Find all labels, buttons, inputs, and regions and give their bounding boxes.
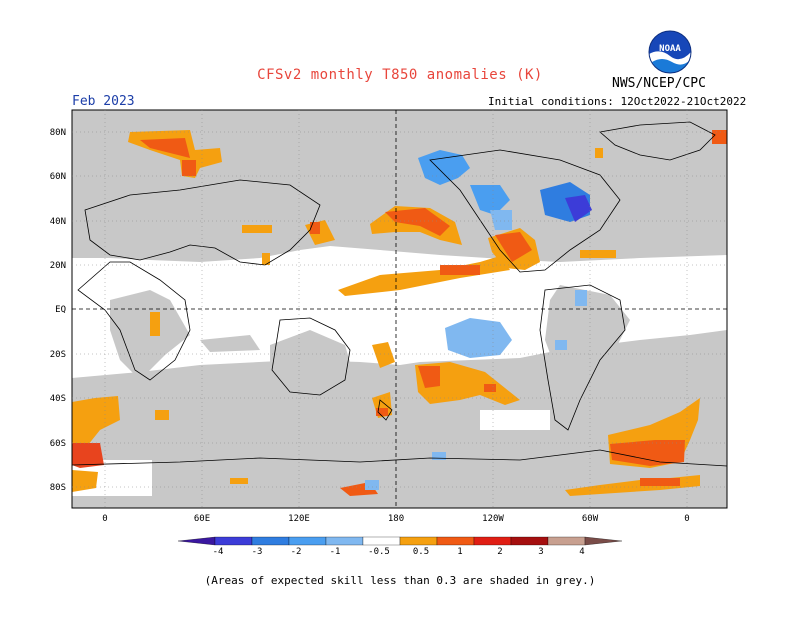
grey-mask-regions xyxy=(72,110,727,508)
lat-label: 80N xyxy=(50,128,66,138)
colorbar-cells xyxy=(177,536,623,546)
noaa-logo-text: NOAA xyxy=(659,44,681,54)
map-title: CFSv2 monthly T850 anomalies (K) xyxy=(257,67,543,83)
colorbar-label: 3 xyxy=(538,547,543,557)
colorbar-cell xyxy=(436,536,475,546)
warm-anomaly-regions xyxy=(72,130,727,496)
longitude-labels: 0 60E 120E 180 120W 60W 0 xyxy=(102,514,689,524)
colorbar-cell xyxy=(325,536,364,546)
colorbar-cell xyxy=(288,536,327,546)
lon-label: 180 xyxy=(388,514,404,524)
colorbar-label: 2 xyxy=(497,547,502,557)
lat-label: EQ xyxy=(55,305,66,315)
colorbar-label: -0.5 xyxy=(368,547,390,557)
colorbar-label: 1 xyxy=(457,547,462,557)
lon-label: 60W xyxy=(582,514,599,524)
lat-label: 80S xyxy=(50,483,66,493)
colorbar-labels: -4 -3 -2 -1 -0.5 0.5 1 2 3 4 xyxy=(213,547,585,557)
lat-label: 40S xyxy=(50,394,66,404)
colorbar-label: -4 xyxy=(213,547,224,557)
colorbar-cell xyxy=(584,536,623,546)
forecast-month: Feb 2023 xyxy=(72,94,135,109)
lon-label: 60E xyxy=(194,514,210,524)
colorbar-label: -2 xyxy=(291,547,302,557)
colorbar-cell xyxy=(251,536,290,546)
colorbar-cell xyxy=(214,536,253,546)
colorbar-cell xyxy=(510,536,549,546)
initial-conditions: Initial conditions: 12Oct2022-21Oct2022 xyxy=(488,95,747,108)
lat-label: 20N xyxy=(50,261,66,271)
lon-label: 120E xyxy=(288,514,310,524)
colorbar-cell xyxy=(547,536,586,546)
colorbar-cell xyxy=(399,536,438,546)
coastlines xyxy=(71,121,728,467)
lat-label: 20S xyxy=(50,350,66,360)
colorbar-cell xyxy=(177,536,216,546)
agency-label: NWS/NCEP/CPC xyxy=(612,76,706,91)
colorbar: -4 -3 -2 -1 -0.5 0.5 1 2 3 4 xyxy=(177,536,623,557)
lon-label: 0 xyxy=(684,514,689,524)
colorbar-label: -3 xyxy=(252,547,263,557)
lat-label: 60N xyxy=(50,172,66,182)
colorbar-label: 4 xyxy=(579,547,584,557)
lon-label: 0 xyxy=(102,514,107,524)
colorbar-label: -1 xyxy=(330,547,341,557)
colorbar-cell xyxy=(473,536,512,546)
lat-label: 40N xyxy=(50,217,66,227)
colorbar-cell xyxy=(362,536,401,546)
lon-label: 120W xyxy=(482,514,504,524)
colorbar-label: 0.5 xyxy=(413,547,429,557)
footnote: (Areas of expected skill less than 0.3 a… xyxy=(204,574,596,587)
lat-label: 60S xyxy=(50,439,66,449)
latitude-labels: 80N 60N 40N 20N EQ 20S 40S 60S 80S xyxy=(50,128,66,493)
noaa-logo: NOAA xyxy=(648,30,692,74)
